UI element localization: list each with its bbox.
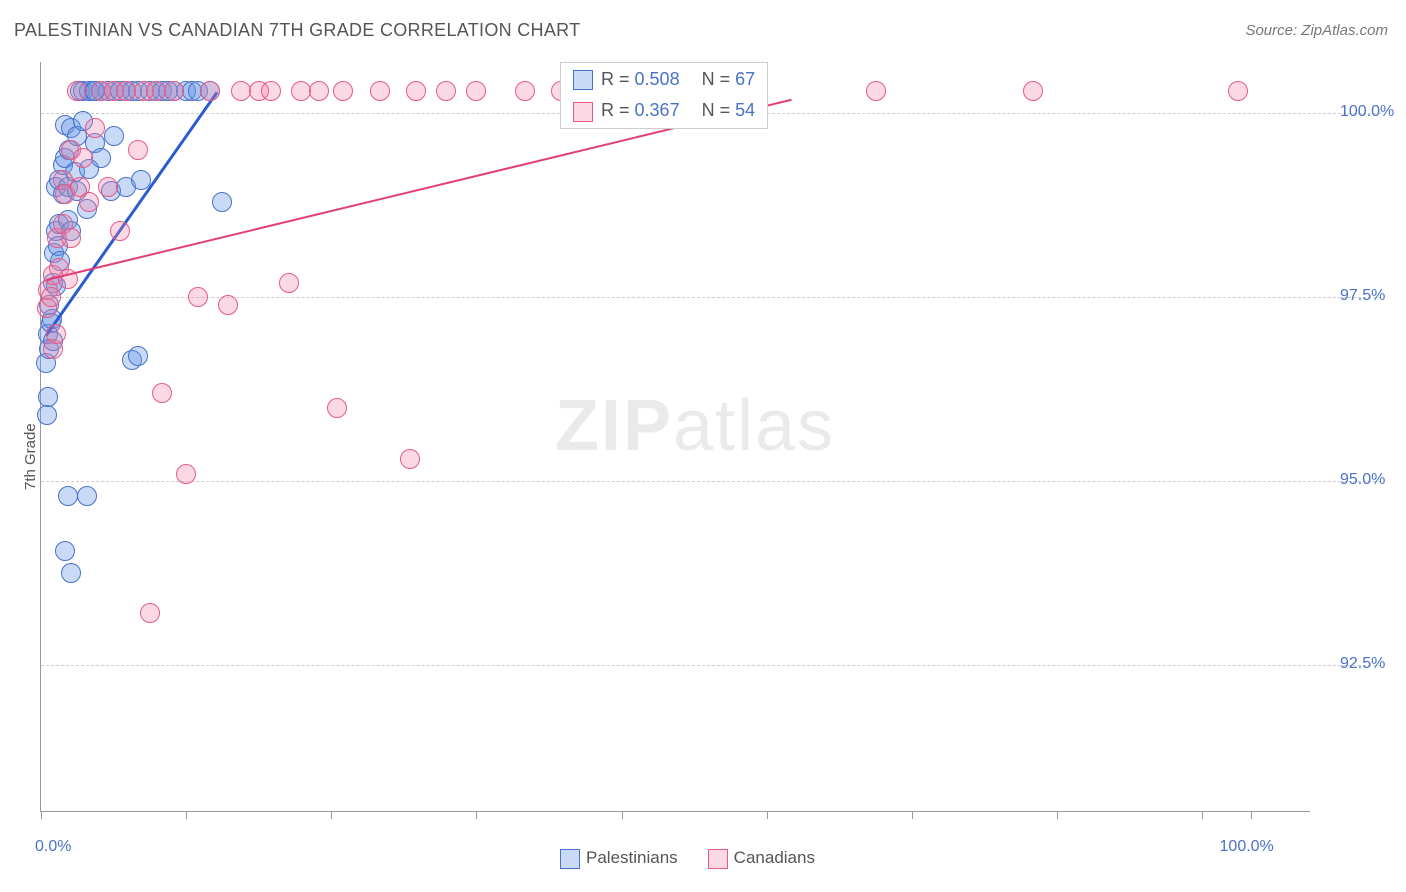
scatter-point <box>291 81 311 101</box>
scatter-point <box>61 228 81 248</box>
y-axis-label: 7th Grade <box>22 423 39 490</box>
scatter-point <box>188 287 208 307</box>
scatter-point <box>73 148 93 168</box>
xtick-mark <box>1202 811 1203 819</box>
scatter-point <box>231 81 251 101</box>
scatter-point <box>46 324 66 344</box>
legend-series-name: Palestinians <box>586 848 678 867</box>
xtick-mark <box>912 811 913 819</box>
gridline-h <box>41 481 1381 482</box>
xtick-label-right: 100.0% <box>1220 838 1274 856</box>
gridline-h <box>41 297 1381 298</box>
ytick-label: 95.0% <box>1340 471 1385 489</box>
scatter-point <box>436 81 456 101</box>
legend-bottom: Palestinians Canadians <box>560 848 845 869</box>
scatter-point <box>128 140 148 160</box>
xtick-mark <box>1251 811 1252 819</box>
scatter-point <box>406 81 426 101</box>
scatter-point <box>58 486 78 506</box>
xtick-mark <box>186 811 187 819</box>
xtick-mark <box>1057 811 1058 819</box>
scatter-point <box>400 449 420 469</box>
scatter-point <box>333 81 353 101</box>
scatter-point <box>38 387 58 407</box>
legend-r-value: 0.367 <box>635 100 680 120</box>
scatter-point <box>79 192 99 212</box>
scatter-point <box>212 192 232 212</box>
scatter-point <box>67 81 87 101</box>
scatter-point <box>866 81 886 101</box>
scatter-point <box>41 287 61 307</box>
scatter-point <box>140 603 160 623</box>
xtick-mark <box>622 811 623 819</box>
scatter-point <box>37 405 57 425</box>
scatter-point <box>85 118 105 138</box>
scatter-point <box>91 148 111 168</box>
scatter-point <box>104 126 124 146</box>
legend-n-value: 54 <box>735 100 755 120</box>
scatter-point <box>309 81 329 101</box>
legend-series-name: Canadians <box>734 848 815 867</box>
scatter-point <box>61 563 81 583</box>
scatter-point <box>466 81 486 101</box>
plot-area <box>40 62 1310 812</box>
xtick-mark <box>331 811 332 819</box>
chart-title: PALESTINIAN VS CANADIAN 7TH GRADE CORREL… <box>14 20 580 41</box>
xtick-mark <box>476 811 477 819</box>
scatter-point <box>1023 81 1043 101</box>
legend-swatch <box>708 849 728 869</box>
legend-swatch <box>573 70 593 90</box>
legend-stats-box: R = 0.508 N = 67 R = 0.367 N = 54 <box>560 62 768 129</box>
legend-n-label: N = <box>702 69 731 89</box>
legend-r-label: R = <box>601 100 630 120</box>
chart-container: PALESTINIAN VS CANADIAN 7TH GRADE CORREL… <box>0 0 1406 892</box>
legend-swatch <box>560 849 580 869</box>
legend-r-value: 0.508 <box>635 69 680 89</box>
legend-r-label: R = <box>601 69 630 89</box>
scatter-point <box>116 81 136 101</box>
scatter-point <box>55 541 75 561</box>
legend-stats-row: R = 0.367 N = 54 <box>563 96 765 125</box>
gridline-h <box>41 665 1381 666</box>
scatter-point <box>200 81 220 101</box>
source-label: Source: ZipAtlas.com <box>1245 22 1388 39</box>
scatter-point <box>261 81 281 101</box>
legend-swatch <box>573 102 593 122</box>
scatter-point <box>370 81 390 101</box>
ytick-label: 100.0% <box>1340 103 1394 121</box>
scatter-point <box>152 383 172 403</box>
scatter-point <box>279 273 299 293</box>
legend-n-value: 67 <box>735 69 755 89</box>
scatter-point <box>98 177 118 197</box>
scatter-point <box>164 81 184 101</box>
ytick-label: 97.5% <box>1340 287 1385 305</box>
scatter-point <box>515 81 535 101</box>
scatter-point <box>77 486 97 506</box>
scatter-point <box>128 346 148 366</box>
legend-n-label: N = <box>702 100 731 120</box>
scatter-point <box>218 295 238 315</box>
scatter-point <box>110 221 130 241</box>
scatter-point <box>1228 81 1248 101</box>
scatter-point <box>176 464 196 484</box>
scatter-point <box>146 81 166 101</box>
scatter-point <box>327 398 347 418</box>
xtick-mark <box>767 811 768 819</box>
xtick-label-left: 0.0% <box>35 838 71 856</box>
legend-stats-row: R = 0.508 N = 67 <box>563 65 765 94</box>
xtick-mark <box>41 811 42 819</box>
ytick-label: 92.5% <box>1340 655 1385 673</box>
